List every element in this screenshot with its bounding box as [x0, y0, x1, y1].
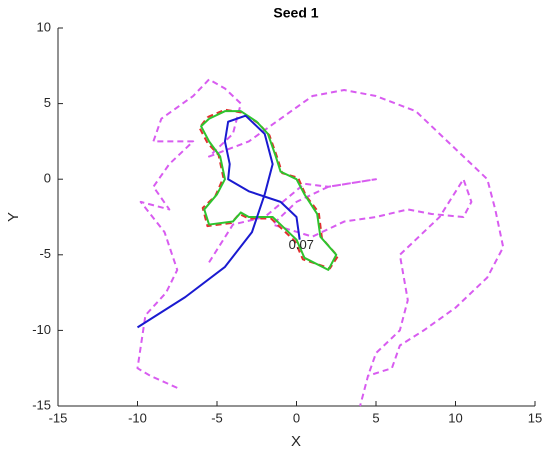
trajectory-line: [200, 110, 338, 271]
x-tick-label: -10: [128, 410, 147, 425]
y-tick-label: 5: [44, 95, 51, 110]
x-tick-label: 15: [528, 410, 542, 425]
x-tick-label: 10: [448, 410, 462, 425]
y-tick-label: -5: [39, 246, 51, 261]
x-tick-label: 5: [372, 410, 379, 425]
y-tick-label: 0: [44, 171, 51, 186]
x-tick-label: -15: [49, 410, 68, 425]
trajectory-line: [136, 114, 301, 329]
y-tick-label: -10: [32, 322, 51, 337]
chart-title: Seed 1: [273, 5, 318, 21]
annotation: 0.07: [289, 237, 314, 252]
y-axis-label: Y: [5, 212, 22, 222]
x-tick-label: 0: [293, 410, 300, 425]
trajectory-line: [208, 178, 473, 377]
trajectory-line: [136, 78, 505, 407]
x-tick-label: -5: [211, 410, 223, 425]
trajectory-line: [198, 108, 339, 270]
y-tick-label: 10: [37, 19, 51, 34]
x-axis-label: X: [291, 433, 301, 450]
y-tick-label: -15: [32, 397, 51, 412]
